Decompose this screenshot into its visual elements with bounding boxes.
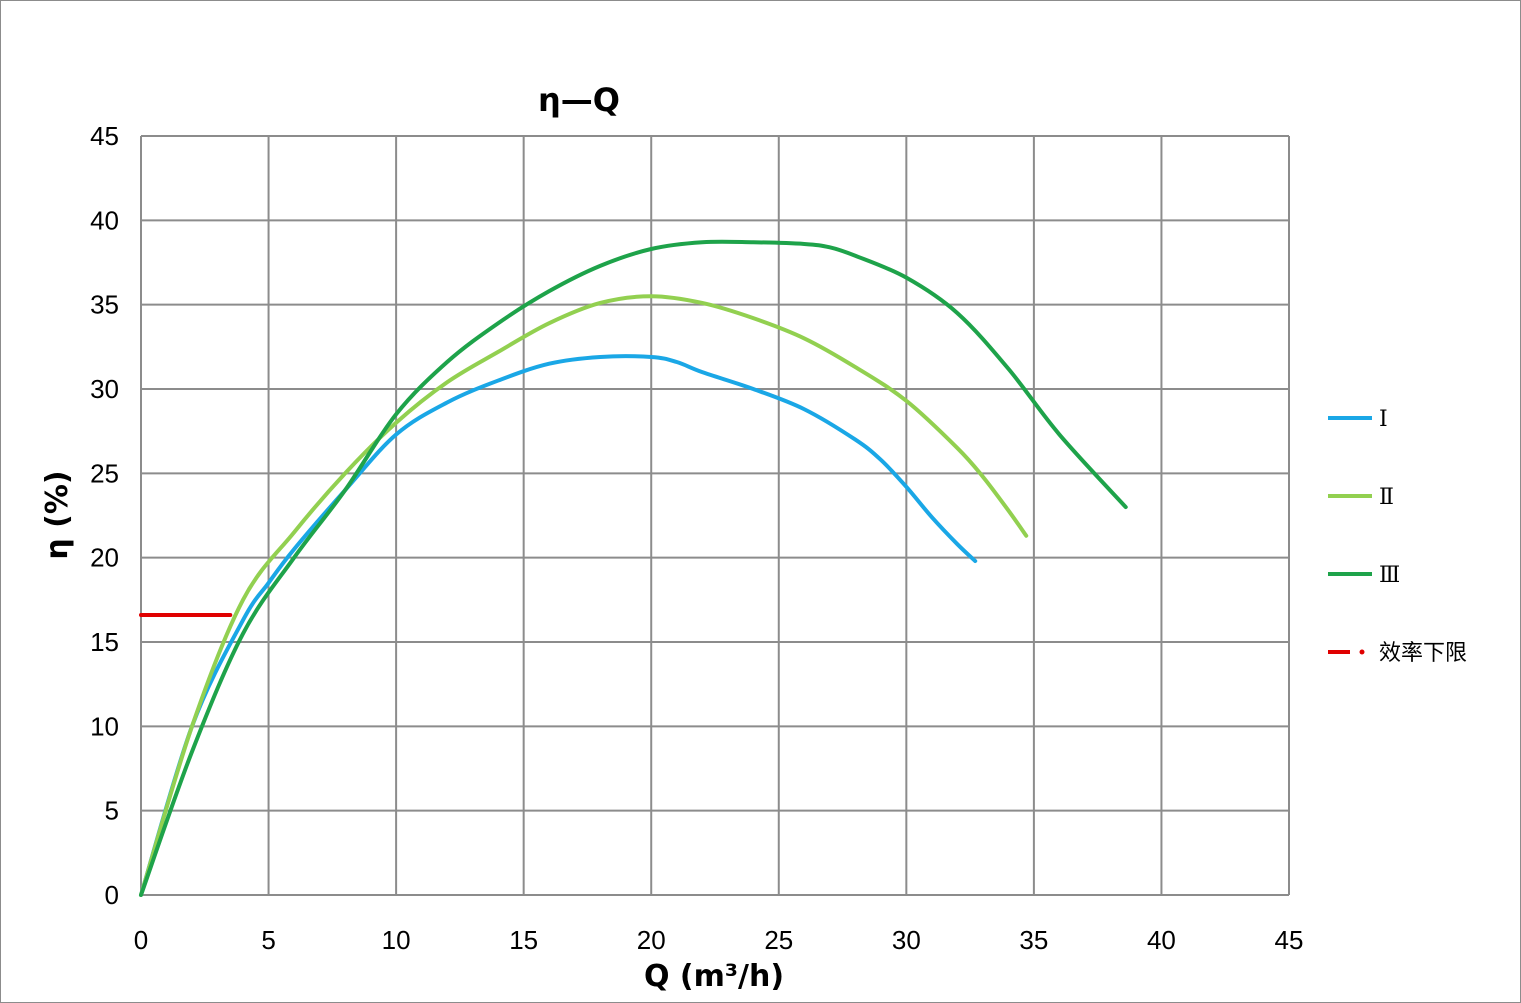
legend-label: 效率下限: [1379, 641, 1467, 666]
x-tick-label: 25: [764, 925, 793, 955]
y-tick-label: 45: [90, 121, 119, 151]
x-tick-label: 30: [892, 925, 921, 955]
legend-label: Ⅰ: [1379, 407, 1388, 432]
x-tick-label: 20: [637, 925, 666, 955]
x-tick-label: 15: [509, 925, 538, 955]
legend-label: Ⅲ: [1379, 563, 1400, 588]
y-tick-label: 5: [105, 796, 119, 826]
tick-labels: 0 5 10 15 20 25 30 35 40 45 0 5 10 15 20 25 30 35 40 45: [90, 121, 1303, 955]
series-line-1: [139, 294, 1029, 897]
y-tick-label: 10: [90, 711, 119, 741]
legend: Ⅰ Ⅱ Ⅲ 效率下限: [1328, 407, 1467, 666]
series-line-2: [139, 239, 1128, 897]
y-tick-label: 0: [105, 880, 119, 910]
legend-swatch-dot: [1359, 649, 1365, 655]
y-axis-title: η (%): [40, 470, 75, 559]
x-tick-label: 0: [134, 925, 148, 955]
x-tick-label: 35: [1019, 925, 1048, 955]
chart-title: η—Q: [538, 81, 620, 119]
y-tick-label: 15: [90, 627, 119, 657]
y-tick-label: 25: [90, 458, 119, 488]
x-axis-title: Q (m³/h): [644, 959, 784, 994]
y-tick-label: 20: [90, 543, 119, 573]
series-line-0: [139, 354, 978, 897]
y-tick-label: 40: [90, 205, 119, 235]
series-lines: [139, 239, 1128, 897]
grid: [140, 135, 1290, 896]
y-tick-label: 30: [90, 374, 119, 404]
x-tick-label: 45: [1275, 925, 1304, 955]
y-tick-label: 35: [90, 290, 119, 320]
legend-label: Ⅱ: [1379, 485, 1394, 510]
x-tick-label: 5: [261, 925, 275, 955]
x-tick-label: 10: [382, 925, 411, 955]
x-tick-label: 40: [1147, 925, 1176, 955]
